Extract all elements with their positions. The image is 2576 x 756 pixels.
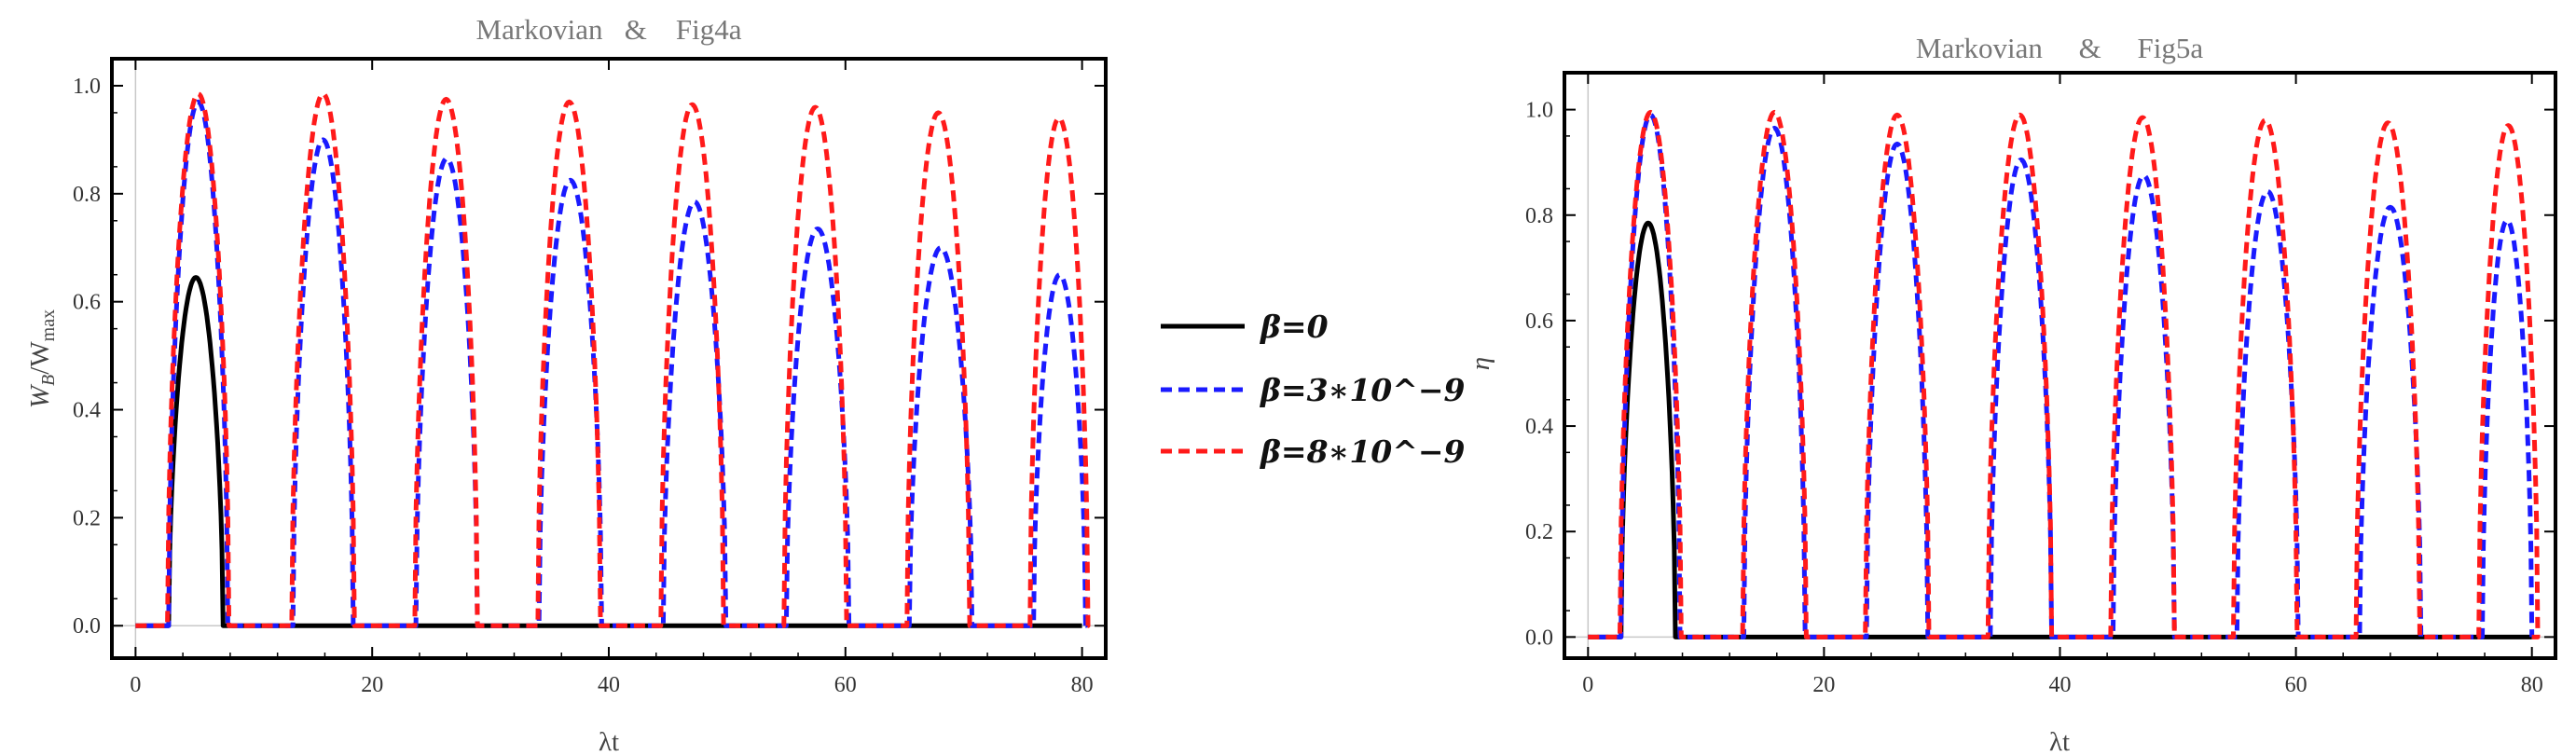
y-label-sub1: B: [38, 375, 59, 386]
y-tick-label: 0.8: [73, 183, 101, 207]
y-tick-label: 0.2: [73, 506, 101, 530]
x-tick-label: 0: [130, 673, 141, 697]
left-chart: 0 20 40 60 80 0.0 0.2 0.4 0.6 0.8 1.0: [73, 57, 1108, 697]
series-line-beta-0: [135, 275, 1082, 628]
y-axis-label-right: η: [1466, 357, 1495, 370]
legend-label-beta-8e-9: β=8∗10^−9: [1259, 433, 1466, 470]
y-tick-label: 1.0: [73, 75, 101, 99]
y-tick-label: 0.8: [1525, 204, 1553, 228]
y-tick-label: 1.0: [1525, 99, 1553, 123]
y-tick-label: 0.0: [1525, 625, 1553, 650]
series-line-beta-0: [1588, 220, 2532, 639]
series-line-beta-8e-9: [135, 91, 1091, 628]
y-tick-label: 0.6: [1525, 309, 1553, 334]
y-label-sub2: max: [38, 309, 59, 341]
x-tick-label: 60: [834, 673, 857, 697]
series-line-beta-8e-9: [1588, 109, 2541, 639]
series-line-beta-3e-9: [1588, 112, 2535, 639]
x-tick-label: 40: [598, 673, 620, 697]
x-tick-label: 0: [1582, 673, 1593, 697]
x-tick-label: 80: [2521, 673, 2543, 697]
y-label-mid: /W: [25, 341, 55, 375]
x-axis-label-left: λt: [599, 727, 619, 756]
x-tick-label: 20: [1812, 673, 1835, 697]
y-tick-label: 0.6: [73, 291, 101, 315]
legend: β=0 β=3∗10^−9 β=8∗10^−9: [1161, 309, 1466, 470]
chart-title-left: Markovian & Fig4a: [476, 13, 742, 46]
y-axis-label-left: WB/Wmax: [25, 309, 59, 408]
y-tick-label: 0.2: [1525, 520, 1553, 544]
x-axis-label-right: λt: [2049, 727, 2070, 756]
legend-label-beta-0: β=0: [1259, 309, 1329, 345]
y-tick-label: 0.4: [1525, 415, 1553, 439]
right-chart: 0 20 40 60 80 0.0 0.2 0.4 0.6 0.8 1.0: [1525, 71, 2557, 697]
y-label-main: W: [25, 383, 55, 408]
y-tick-label: 0.0: [73, 614, 101, 639]
x-tick-label: 80: [1071, 673, 1094, 697]
x-tick-label: 20: [361, 673, 383, 697]
series-line-beta-3e-9: [135, 99, 1088, 628]
chart-title-right: Markovian & Fig5a: [1916, 32, 2203, 64]
plot-frame: [1563, 71, 2557, 660]
x-tick-label: 40: [2049, 673, 2072, 697]
plot-frame: [110, 57, 1108, 660]
x-tick-label: 60: [2285, 673, 2307, 697]
legend-label-beta-3e-9: β=3∗10^−9: [1259, 372, 1466, 408]
y-tick-label: 0.4: [73, 399, 101, 423]
